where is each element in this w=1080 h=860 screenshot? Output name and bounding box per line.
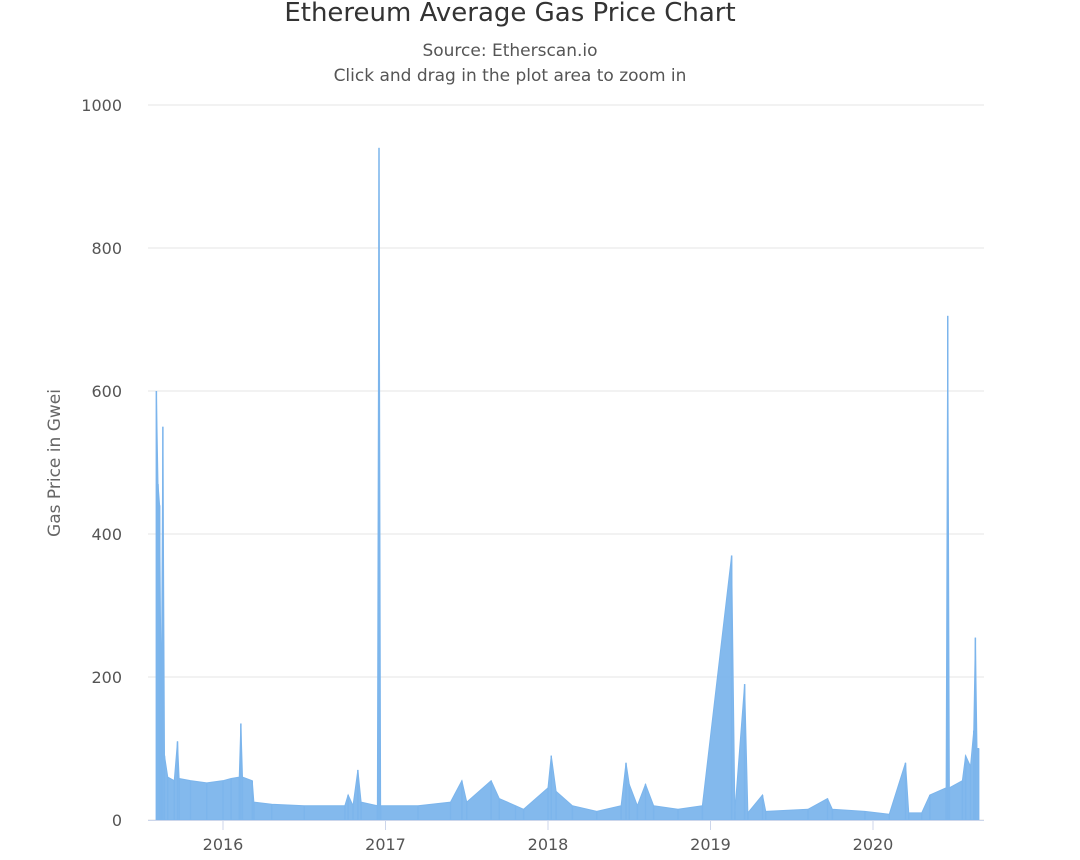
chart-title: Ethereum Average Gas Price Chart	[284, 0, 735, 28]
x-tick-label: 2018	[528, 835, 569, 854]
y-tick-label: 200	[91, 668, 122, 687]
chart-subtitle: Source: Etherscan.io	[422, 41, 597, 61]
x-tick-label: 2019	[690, 835, 731, 854]
x-tick-label: 2016	[203, 835, 244, 854]
x-tick-label: 2020	[853, 835, 894, 854]
y-tick-label: 600	[91, 382, 122, 401]
x-tick-label: 2017	[365, 835, 406, 854]
y-tick-label: 800	[91, 239, 122, 258]
y-tick-label: 1000	[81, 96, 122, 115]
y-axis-title: Gas Price in Gwei	[45, 389, 65, 537]
chart-subtitle-hint: Click and drag in the plot area to zoom …	[334, 66, 687, 86]
y-tick-label: 400	[91, 525, 122, 544]
y-tick-label: 0	[112, 811, 122, 830]
series-area	[155, 147, 980, 821]
